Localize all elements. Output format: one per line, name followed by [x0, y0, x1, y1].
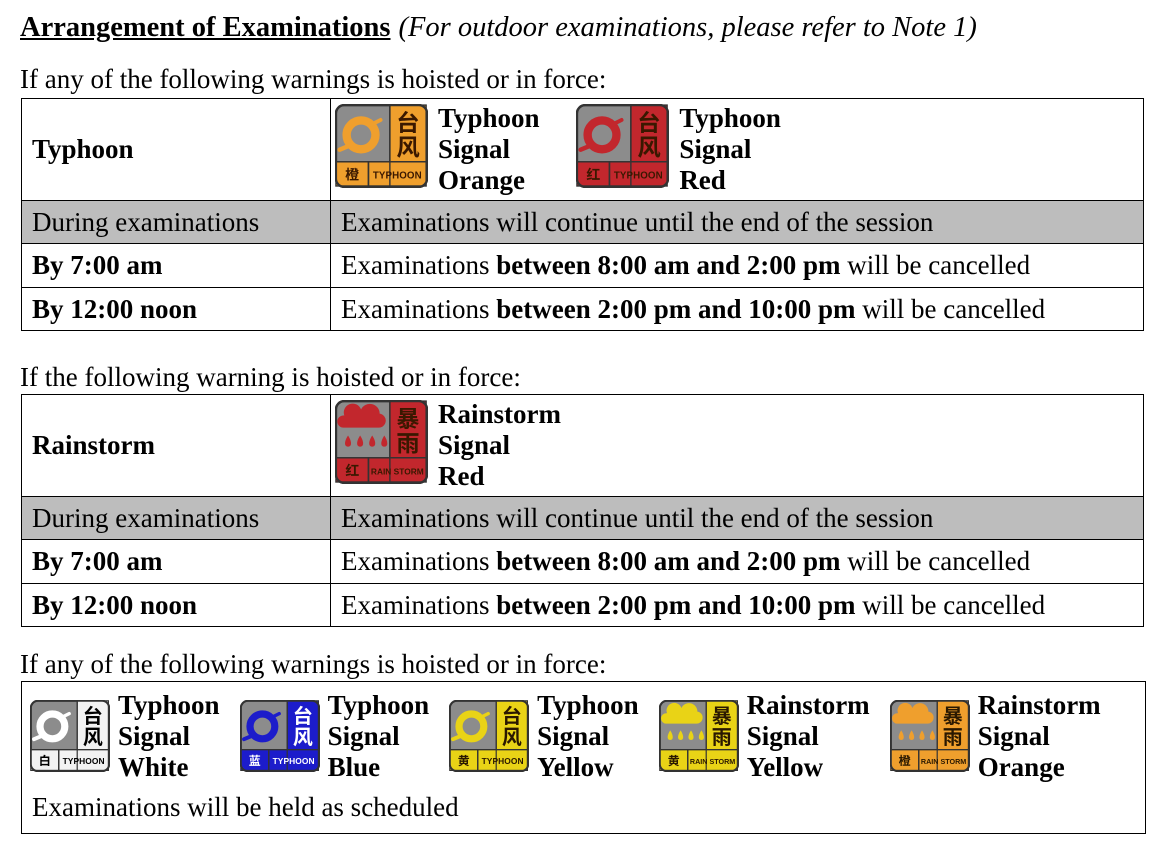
svg-text:黄: 黄 — [667, 752, 679, 769]
svg-text:雨: 雨 — [711, 721, 731, 750]
svg-text:雨: 雨 — [396, 424, 419, 458]
svg-text:TYPHOON: TYPHOON — [614, 171, 663, 182]
svg-text:TYPHOON: TYPHOON — [272, 756, 314, 766]
svg-text:红: 红 — [587, 164, 601, 184]
svg-text:雨: 雨 — [942, 721, 962, 750]
svg-text:风: 风 — [83, 721, 103, 750]
svg-text:RAIN STORM: RAIN STORM — [921, 757, 966, 766]
svg-text:RAIN STORM: RAIN STORM — [371, 467, 424, 477]
svg-text:RAIN STORM: RAIN STORM — [690, 757, 735, 766]
svg-text:TYPHOON: TYPHOON — [373, 171, 422, 182]
svg-text:红: 红 — [345, 460, 359, 480]
svg-text:橙: 橙 — [345, 164, 359, 184]
svg-text:白: 白 — [39, 752, 51, 769]
svg-text:风: 风 — [638, 128, 661, 162]
svg-text:橙: 橙 — [898, 752, 910, 769]
svg-text:风: 风 — [396, 128, 419, 162]
svg-text:风: 风 — [292, 721, 312, 750]
svg-text:黄: 黄 — [458, 752, 470, 769]
svg-text:风: 风 — [502, 721, 522, 750]
svg-text:TYPHOON: TYPHOON — [63, 756, 105, 766]
svg-text:蓝: 蓝 — [248, 752, 260, 769]
svg-text:TYPHOON: TYPHOON — [482, 756, 524, 766]
